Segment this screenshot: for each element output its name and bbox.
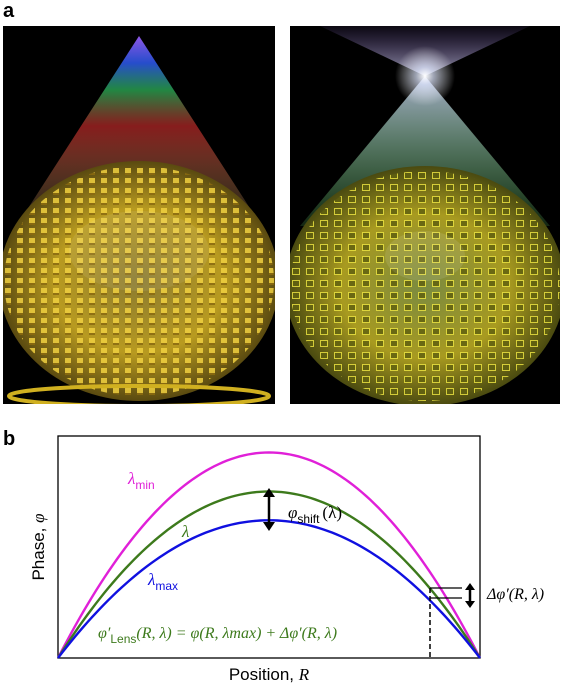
phi-shift-arrow [263, 488, 275, 531]
phi-shift-label: φshift (λ) [288, 503, 342, 526]
beam-cone-left [23, 36, 255, 216]
metalens-render-left-svg [3, 36, 275, 404]
metalens-render-right-svg [290, 26, 560, 404]
metalens-render-left [3, 26, 275, 404]
metalens-render-right [290, 26, 560, 404]
panel-a-label: a [3, 0, 15, 22]
x-axis-label: Position, R [229, 665, 310, 684]
lambda-max-label: λmax [147, 570, 178, 593]
series-line-0 [56, 451, 482, 659]
panel-b-label: b [3, 428, 16, 450]
delta-phi-marker [429, 583, 475, 658]
lambda-min-label: λmin [127, 469, 155, 492]
delta-phi-label: Δφ′(R, λ) [486, 586, 544, 603]
y-axis-label: Phase, φ [29, 513, 48, 580]
nanopillars-right [290, 171, 560, 401]
plot-frame [57, 435, 481, 659]
lambda-label: λ [181, 522, 189, 541]
lens-equation: φ′Lens(R, λ) = φ(R, λmax) + Δφ′(R, λ) [98, 625, 337, 646]
nanopillars-left [4, 166, 274, 396]
phase-plot: Phase, φ Position, R λmin λ λmax φshift(… [29, 435, 544, 684]
focal-spot [395, 46, 455, 106]
